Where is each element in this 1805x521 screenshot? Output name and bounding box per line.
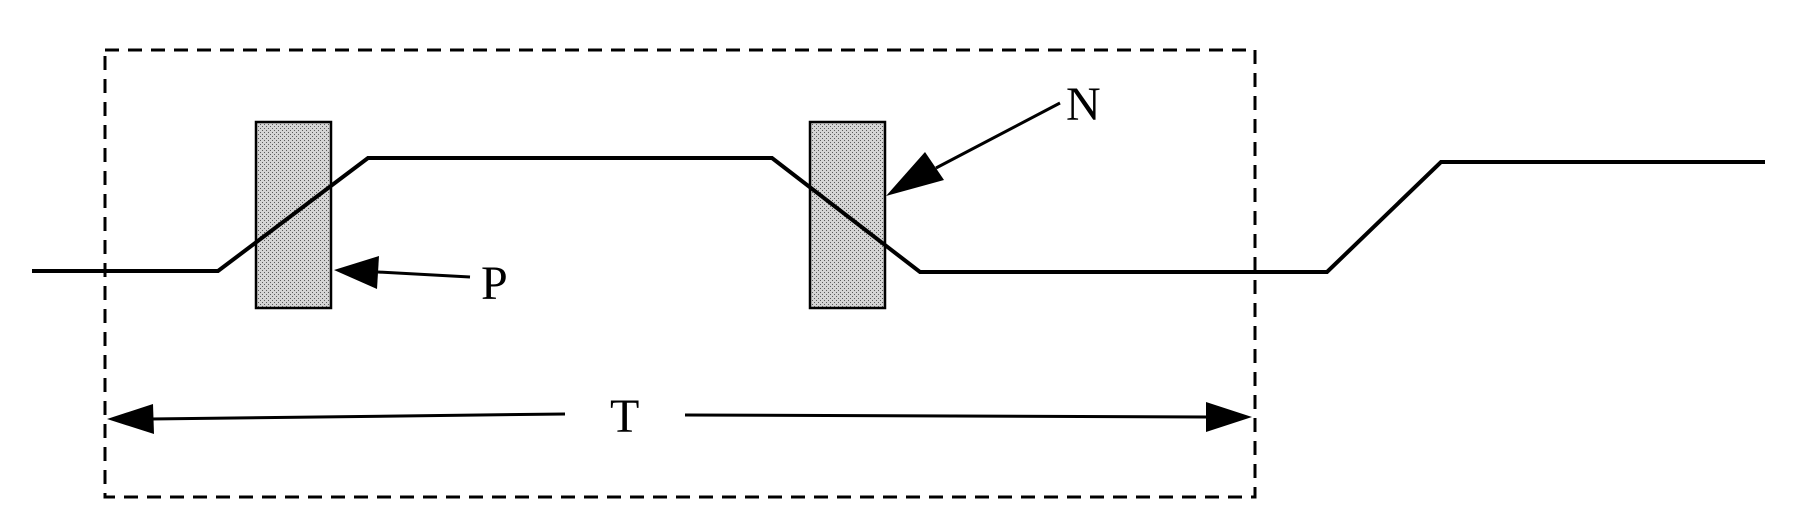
- p-pointer-line: [377, 270, 471, 279]
- label-p: P: [481, 257, 508, 310]
- label-t: T: [610, 390, 639, 443]
- p-pointer-arrowhead: [334, 256, 379, 289]
- period-frame: [103, 48, 1257, 499]
- t-left-arrowhead: [107, 404, 154, 434]
- label-n: N: [1066, 78, 1101, 131]
- waveform-line: [32, 156, 1765, 274]
- t-dimension-line-right: [684, 413, 1208, 419]
- n-pointer-arrowhead: [886, 152, 944, 196]
- t-right-arrowhead: [1206, 402, 1252, 432]
- n-pointer-line: [935, 101, 1061, 170]
- t-dimension-line-left: [149, 412, 566, 421]
